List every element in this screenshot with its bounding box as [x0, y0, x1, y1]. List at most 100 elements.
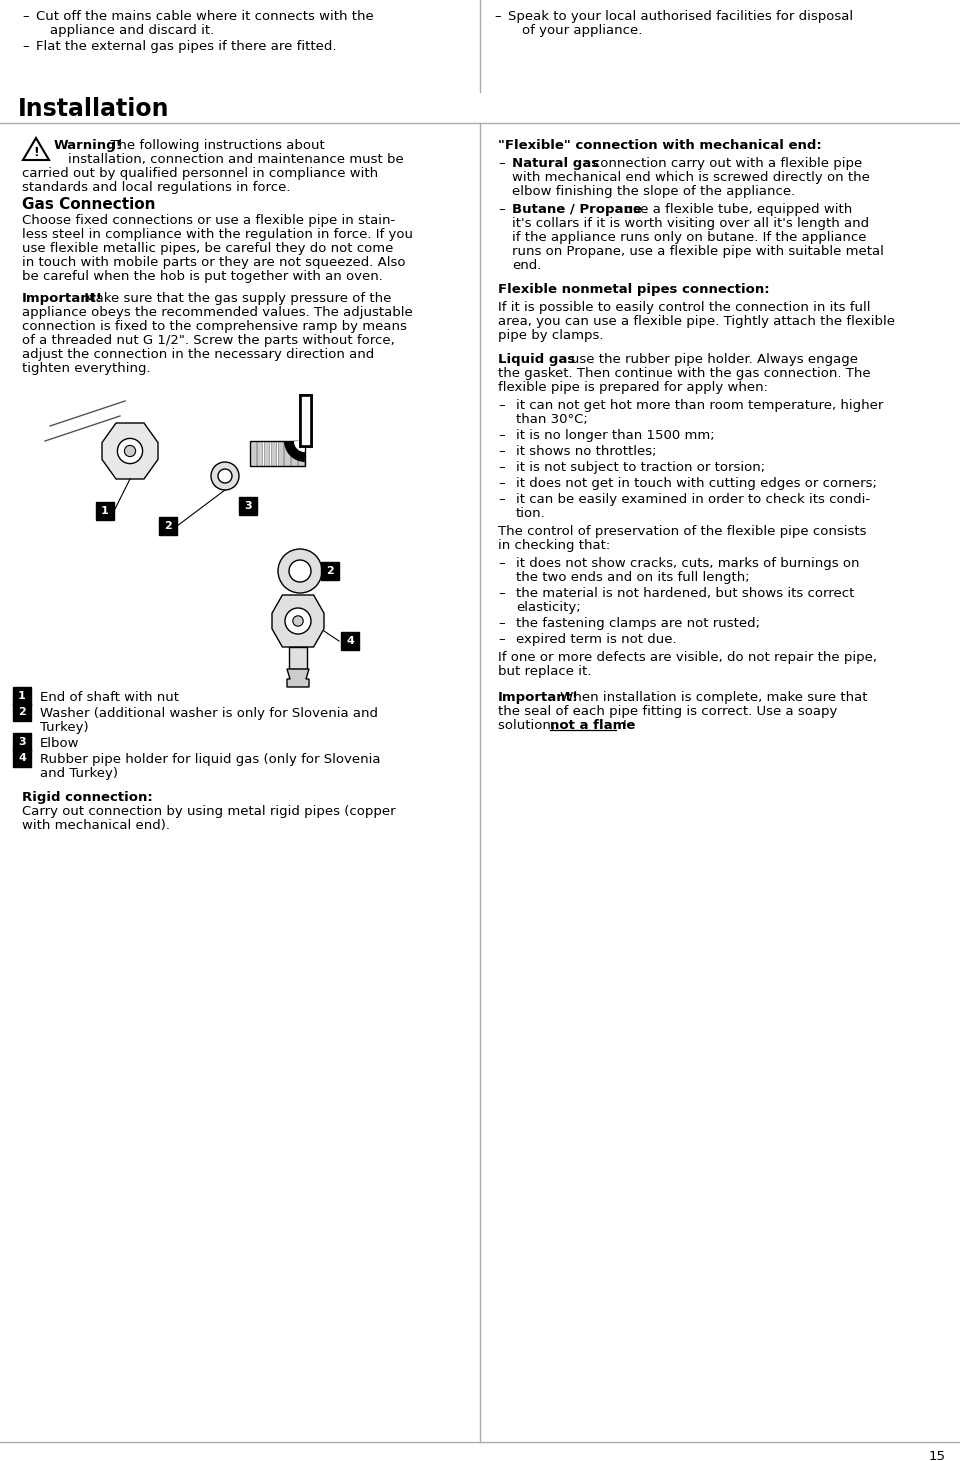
- Text: Warning!: Warning!: [54, 139, 123, 152]
- Text: the two ends and on its full length;: the two ends and on its full length;: [516, 571, 750, 584]
- Text: with mechanical end which is screwed directly on the: with mechanical end which is screwed dir…: [512, 171, 870, 184]
- Text: Washer (additional washer is only for Slovenia and: Washer (additional washer is only for Sl…: [40, 707, 378, 720]
- Text: : connection carry out with a flexible pipe: : connection carry out with a flexible p…: [580, 156, 862, 169]
- Text: –: –: [22, 10, 29, 23]
- Text: : use a flexible tube, equipped with: : use a flexible tube, equipped with: [612, 203, 852, 216]
- Circle shape: [289, 560, 311, 581]
- Text: with mechanical end).: with mechanical end).: [22, 820, 170, 831]
- FancyBboxPatch shape: [239, 497, 257, 514]
- Text: not a flame: not a flame: [550, 719, 636, 732]
- Text: the fastening clamps are not rusted;: the fastening clamps are not rusted;: [516, 617, 760, 630]
- Text: end.: end.: [512, 259, 541, 272]
- Text: installation, connection and maintenance must be: installation, connection and maintenance…: [68, 153, 404, 167]
- Text: the material is not hardened, but shows its correct: the material is not hardened, but shows …: [516, 587, 854, 600]
- Bar: [291, 441, 297, 466]
- Text: appliance obeys the recommended values. The adjustable: appliance obeys the recommended values. …: [22, 305, 413, 318]
- FancyBboxPatch shape: [13, 703, 31, 720]
- Text: –: –: [498, 430, 505, 443]
- Text: elasticity;: elasticity;: [516, 600, 581, 614]
- Polygon shape: [102, 424, 158, 479]
- Text: –: –: [498, 156, 505, 169]
- Text: Butane / Propane: Butane / Propane: [512, 203, 642, 216]
- Text: –: –: [498, 633, 505, 646]
- Bar: [277, 441, 283, 466]
- Text: –: –: [498, 557, 505, 570]
- Text: –: –: [498, 476, 505, 489]
- Text: –: –: [498, 446, 505, 457]
- FancyBboxPatch shape: [341, 633, 359, 650]
- Text: –: –: [498, 617, 505, 630]
- FancyBboxPatch shape: [321, 562, 339, 580]
- Text: –: –: [22, 39, 29, 53]
- Bar: [271, 441, 276, 466]
- Text: 15: 15: [929, 1449, 946, 1461]
- Text: –: –: [498, 492, 505, 506]
- Text: but replace it.: but replace it.: [498, 665, 591, 678]
- Text: pipe by clamps.: pipe by clamps.: [498, 329, 604, 342]
- Bar: [250, 441, 305, 466]
- Text: Cut off the mains cable where it connects with the: Cut off the mains cable where it connect…: [36, 10, 373, 23]
- Text: Carry out connection by using metal rigid pipes (copper: Carry out connection by using metal rigi…: [22, 805, 396, 818]
- Text: Choose fixed connections or use a flexible pipe in stain-: Choose fixed connections or use a flexib…: [22, 213, 396, 226]
- Text: Turkey): Turkey): [40, 720, 88, 733]
- Text: 2: 2: [18, 707, 26, 717]
- Text: !: !: [618, 719, 628, 732]
- Text: it can not get hot more than room temperature, higher: it can not get hot more than room temper…: [516, 399, 883, 412]
- Text: it is no longer than 1500 mm;: it is no longer than 1500 mm;: [516, 430, 714, 443]
- Text: 3: 3: [244, 501, 252, 511]
- Text: Elbow: Elbow: [40, 736, 80, 749]
- Text: Rigid connection:: Rigid connection:: [22, 790, 153, 804]
- Text: of your appliance.: of your appliance.: [522, 23, 642, 37]
- Text: flexible pipe is prepared for apply when:: flexible pipe is prepared for apply when…: [498, 381, 768, 394]
- Text: Speak to your local authorised facilities for disposal: Speak to your local authorised facilitie…: [508, 10, 853, 23]
- FancyBboxPatch shape: [13, 749, 31, 767]
- Text: solution,: solution,: [498, 719, 560, 732]
- Text: –: –: [494, 10, 500, 23]
- FancyBboxPatch shape: [13, 733, 31, 751]
- Circle shape: [293, 615, 303, 627]
- Text: if the appliance runs only on butane. If the appliance: if the appliance runs only on butane. If…: [512, 231, 867, 244]
- Text: –: –: [498, 462, 505, 473]
- Text: –: –: [498, 399, 505, 412]
- Text: of a threaded nut G 1/2". Screw the parts without force,: of a threaded nut G 1/2". Screw the part…: [22, 335, 395, 348]
- Text: Liquid gas: Liquid gas: [498, 354, 575, 367]
- Text: End of shaft with nut: End of shaft with nut: [40, 691, 179, 704]
- Text: expired term is not due.: expired term is not due.: [516, 633, 677, 646]
- Text: !: !: [34, 146, 38, 159]
- Text: Natural gas: Natural gas: [512, 156, 599, 169]
- Text: the seal of each pipe fitting is correct. Use a soapy: the seal of each pipe fitting is correct…: [498, 706, 837, 717]
- Text: –: –: [498, 587, 505, 600]
- Polygon shape: [272, 595, 324, 647]
- FancyBboxPatch shape: [159, 517, 177, 535]
- Text: When installation is complete, make sure that: When installation is complete, make sure…: [556, 691, 868, 704]
- Text: Flat the external gas pipes if there are fitted.: Flat the external gas pipes if there are…: [36, 39, 337, 53]
- Circle shape: [211, 462, 239, 489]
- Bar: [299, 441, 303, 466]
- Circle shape: [125, 446, 135, 457]
- Text: : use the rubber pipe holder. Always engage: : use the rubber pipe holder. Always eng…: [558, 354, 858, 367]
- Text: The control of preservation of the flexible pipe consists: The control of preservation of the flexi…: [498, 524, 867, 538]
- Circle shape: [278, 549, 322, 593]
- Text: elbow finishing the slope of the appliance.: elbow finishing the slope of the applian…: [512, 186, 795, 199]
- Circle shape: [285, 608, 311, 634]
- Text: and Turkey): and Turkey): [40, 767, 118, 780]
- Text: If it is possible to easily control the connection in its full: If it is possible to easily control the …: [498, 301, 871, 314]
- Bar: [289, 647, 307, 669]
- Text: it does not show cracks, cuts, marks of burnings on: it does not show cracks, cuts, marks of …: [516, 557, 859, 570]
- Text: 1: 1: [18, 691, 26, 701]
- Text: it shows no throttles;: it shows no throttles;: [516, 446, 657, 457]
- Circle shape: [218, 469, 232, 484]
- Text: 4: 4: [346, 636, 354, 646]
- Text: less steel in compliance with the regulation in force. If you: less steel in compliance with the regula…: [22, 228, 413, 241]
- Text: Flexible nonmetal pipes connection:: Flexible nonmetal pipes connection:: [498, 283, 770, 297]
- Circle shape: [117, 438, 143, 463]
- Text: 2: 2: [326, 565, 334, 576]
- FancyBboxPatch shape: [96, 503, 114, 520]
- FancyBboxPatch shape: [13, 687, 31, 706]
- Text: it can be easily examined in order to check its condi-: it can be easily examined in order to ch…: [516, 492, 870, 506]
- Text: tion.: tion.: [516, 507, 545, 520]
- Text: The following instructions about: The following instructions about: [106, 139, 324, 152]
- Text: If one or more defects are visible, do not repair the pipe,: If one or more defects are visible, do n…: [498, 652, 877, 663]
- Text: appliance and discard it.: appliance and discard it.: [50, 23, 214, 37]
- Text: Installation: Installation: [18, 96, 170, 121]
